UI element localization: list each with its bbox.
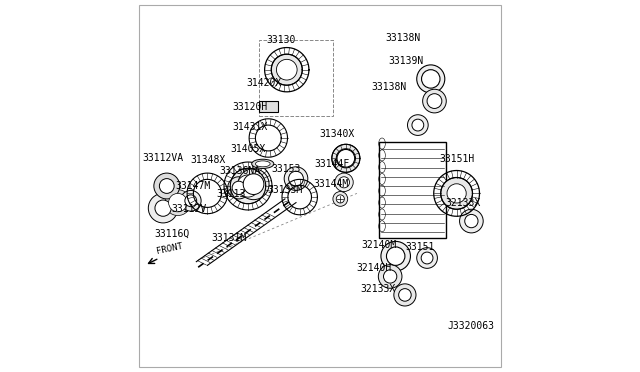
Circle shape bbox=[228, 177, 250, 199]
Circle shape bbox=[155, 200, 172, 216]
Circle shape bbox=[394, 284, 416, 306]
Circle shape bbox=[289, 171, 303, 186]
Text: 32140M: 32140M bbox=[362, 240, 397, 250]
Circle shape bbox=[243, 174, 264, 195]
Circle shape bbox=[417, 248, 437, 268]
Text: 33130: 33130 bbox=[266, 35, 296, 45]
Text: 33144F: 33144F bbox=[314, 159, 349, 169]
Text: 33136NA: 33136NA bbox=[220, 166, 260, 176]
Text: 33116Q: 33116Q bbox=[155, 229, 190, 239]
Circle shape bbox=[148, 193, 178, 223]
Circle shape bbox=[230, 168, 266, 204]
Text: 32140H: 32140H bbox=[356, 263, 392, 273]
Circle shape bbox=[276, 60, 297, 80]
Circle shape bbox=[422, 70, 440, 88]
Text: 33147M: 33147M bbox=[175, 181, 210, 191]
Circle shape bbox=[232, 181, 245, 195]
Circle shape bbox=[383, 270, 397, 283]
Circle shape bbox=[271, 54, 302, 85]
Circle shape bbox=[460, 209, 483, 233]
Circle shape bbox=[408, 115, 428, 135]
Circle shape bbox=[335, 173, 353, 192]
Circle shape bbox=[165, 190, 191, 215]
Circle shape bbox=[284, 167, 308, 190]
Ellipse shape bbox=[252, 159, 274, 169]
Circle shape bbox=[168, 193, 187, 212]
Bar bbox=[259, 40, 333, 116]
Text: 33131M: 33131M bbox=[211, 233, 246, 243]
Circle shape bbox=[159, 179, 174, 193]
Text: 33112V: 33112V bbox=[172, 204, 207, 214]
Circle shape bbox=[412, 119, 424, 131]
Ellipse shape bbox=[255, 161, 270, 167]
Circle shape bbox=[237, 175, 259, 197]
Text: 33151: 33151 bbox=[405, 242, 435, 252]
Circle shape bbox=[339, 177, 349, 188]
Text: 32133X: 32133X bbox=[360, 284, 395, 294]
Circle shape bbox=[168, 193, 187, 212]
Circle shape bbox=[427, 94, 442, 109]
Text: 33112VA: 33112VA bbox=[142, 153, 183, 163]
Text: 33144M: 33144M bbox=[314, 179, 349, 189]
Text: 33133M: 33133M bbox=[268, 185, 303, 195]
Text: 32133X: 32133X bbox=[445, 198, 481, 208]
Text: 33153: 33153 bbox=[271, 164, 301, 174]
Circle shape bbox=[399, 289, 411, 301]
Text: 31348X: 31348X bbox=[190, 155, 225, 165]
Text: J3320063: J3320063 bbox=[447, 321, 494, 331]
Text: 31405X: 31405X bbox=[230, 144, 266, 154]
Bar bbox=[259, 101, 278, 112]
Text: 33113: 33113 bbox=[216, 189, 246, 199]
Text: 31340X: 31340X bbox=[319, 129, 355, 139]
Circle shape bbox=[422, 89, 446, 113]
Circle shape bbox=[421, 252, 433, 264]
Circle shape bbox=[332, 144, 360, 172]
Circle shape bbox=[173, 198, 183, 208]
Circle shape bbox=[387, 247, 405, 265]
Circle shape bbox=[154, 173, 180, 199]
Text: 31420X: 31420X bbox=[246, 78, 282, 88]
Circle shape bbox=[337, 150, 355, 167]
Circle shape bbox=[185, 195, 196, 207]
Text: 33138N: 33138N bbox=[386, 33, 421, 43]
Text: FRONT: FRONT bbox=[156, 242, 184, 256]
Circle shape bbox=[333, 192, 348, 206]
Circle shape bbox=[381, 241, 410, 271]
Circle shape bbox=[417, 65, 445, 93]
Circle shape bbox=[180, 190, 201, 211]
Circle shape bbox=[447, 184, 466, 203]
Text: 33138N: 33138N bbox=[372, 82, 407, 92]
Circle shape bbox=[378, 264, 402, 288]
Circle shape bbox=[441, 177, 472, 209]
Circle shape bbox=[238, 169, 269, 200]
Text: 31431X: 31431X bbox=[232, 122, 268, 132]
Circle shape bbox=[336, 195, 344, 203]
Text: 33151H: 33151H bbox=[439, 154, 474, 164]
Circle shape bbox=[465, 214, 478, 228]
Bar bbox=[379, 142, 445, 238]
Text: 33120H: 33120H bbox=[232, 102, 268, 112]
Text: 33139N: 33139N bbox=[388, 56, 424, 66]
